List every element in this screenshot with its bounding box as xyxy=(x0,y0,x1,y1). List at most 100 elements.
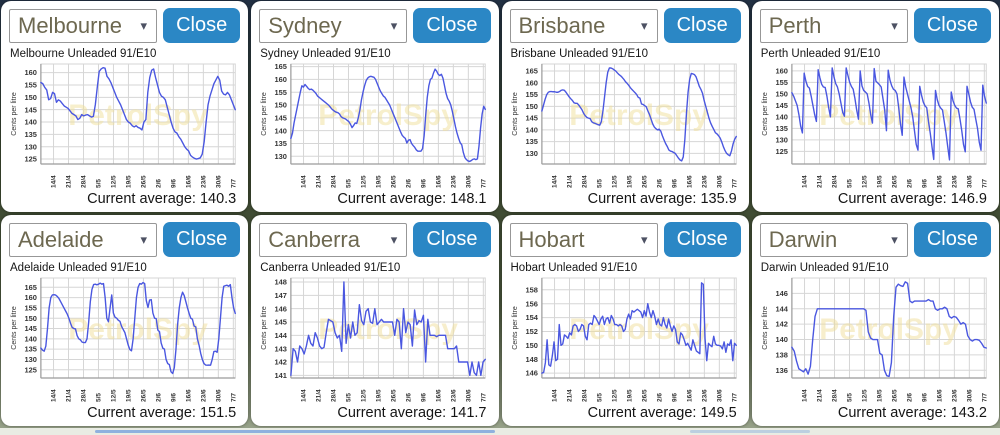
svg-text:138: 138 xyxy=(775,351,787,360)
svg-text:26/5: 26/5 xyxy=(141,175,148,188)
svg-text:156: 156 xyxy=(525,299,537,308)
svg-text:16/6: 16/6 xyxy=(436,389,443,402)
city-dropdown-value: Melbourne xyxy=(18,12,122,38)
close-button[interactable]: Close xyxy=(163,222,241,257)
svg-text:140: 140 xyxy=(775,112,787,121)
svg-text:9/6: 9/6 xyxy=(171,393,178,402)
svg-text:165: 165 xyxy=(275,62,287,71)
svg-text:21/4: 21/4 xyxy=(816,389,823,402)
svg-text:Cents per litre: Cents per litre xyxy=(762,92,769,136)
svg-text:Cents per litre: Cents per litre xyxy=(511,92,518,136)
svg-text:7/7: 7/7 xyxy=(981,393,988,402)
svg-text:2/6: 2/6 xyxy=(406,393,413,402)
svg-text:7/7: 7/7 xyxy=(731,393,738,402)
svg-text:9/6: 9/6 xyxy=(671,179,678,188)
svg-text:5/5: 5/5 xyxy=(346,179,353,188)
svg-text:130: 130 xyxy=(775,135,787,144)
svg-text:150: 150 xyxy=(24,314,36,323)
svg-text:5/5: 5/5 xyxy=(846,393,853,402)
svg-text:30/6: 30/6 xyxy=(216,175,223,188)
city-dropdown[interactable]: Melbourne ▾ xyxy=(9,8,157,43)
svg-text:23/6: 23/6 xyxy=(951,175,958,188)
svg-text:155: 155 xyxy=(525,90,537,99)
svg-text:Cents per litre: Cents per litre xyxy=(261,306,268,350)
svg-text:150: 150 xyxy=(775,89,787,98)
map-background-strip xyxy=(0,428,1000,435)
city-dropdown[interactable]: Brisbane ▾ xyxy=(509,8,658,43)
price-chart: 130 135 140 145 150 155 160 165 14/4 21/4 28/4 5/5 1… xyxy=(261,62,488,188)
svg-text:28/4: 28/4 xyxy=(331,389,338,402)
chart-title: Hobart Unleaded 91/E10 xyxy=(510,262,638,274)
panel-header: Adelaide ▾ Close xyxy=(9,222,241,257)
svg-text:2/6: 2/6 xyxy=(656,179,663,188)
close-button[interactable]: Close xyxy=(913,222,991,257)
svg-text:21/4: 21/4 xyxy=(566,389,573,402)
close-button[interactable]: Close xyxy=(663,8,741,43)
price-chart: 125 130 135 140 145 150 155 160 14/4 21/4 28/4 5/5 1… xyxy=(762,63,988,188)
city-panel-brisbane: Brisbane ▾ Close Brisbane Unleaded 91/E1… xyxy=(501,1,749,212)
svg-text:14/4: 14/4 xyxy=(801,175,808,188)
chart-title: Perth Unleaded 91/E10 xyxy=(760,48,881,60)
svg-text:21/4: 21/4 xyxy=(316,175,323,188)
chevron-down-icon: ▾ xyxy=(891,232,898,247)
svg-text:2/6: 2/6 xyxy=(906,393,913,402)
svg-text:19/5: 19/5 xyxy=(126,389,133,402)
svg-text:7/7: 7/7 xyxy=(481,393,488,402)
svg-text:30/6: 30/6 xyxy=(716,175,723,188)
svg-text:150: 150 xyxy=(24,93,36,102)
svg-text:26/5: 26/5 xyxy=(141,389,148,402)
city-dropdown[interactable]: Perth ▾ xyxy=(759,8,908,43)
svg-text:23/6: 23/6 xyxy=(951,389,958,402)
svg-text:141: 141 xyxy=(275,371,287,380)
close-button[interactable]: Close xyxy=(413,222,491,257)
city-dropdown[interactable]: Hobart ▾ xyxy=(509,222,658,257)
price-chart: 146 148 150 152 154 156 158 14/4 21/4 28/4 5/5 12/5… xyxy=(511,277,738,402)
price-chart: 125 130 135 140 145 150 155 160 14/4 21/4 28/4 5/5 1… xyxy=(11,63,238,188)
svg-text:PetrolSpy: PetrolSpy xyxy=(569,313,709,346)
panel-header: Melbourne ▾ Close xyxy=(9,8,241,43)
city-dropdown-value: Darwin xyxy=(768,226,838,252)
svg-text:19/5: 19/5 xyxy=(626,389,633,402)
svg-text:26/5: 26/5 xyxy=(891,389,898,402)
svg-text:12/5: 12/5 xyxy=(361,389,368,402)
current-average: Current average: 143.2 xyxy=(837,405,987,421)
svg-text:5/5: 5/5 xyxy=(96,179,103,188)
close-button[interactable]: Close xyxy=(413,8,491,43)
svg-text:16/6: 16/6 xyxy=(186,389,193,402)
close-button[interactable]: Close xyxy=(663,222,741,257)
current-average-value: 149.5 xyxy=(700,405,737,421)
close-button[interactable]: Close xyxy=(913,8,991,43)
chevron-down-icon: ▾ xyxy=(390,232,398,247)
svg-text:19/5: 19/5 xyxy=(126,175,133,188)
current-average-value: 146.9 xyxy=(950,191,987,207)
map-road xyxy=(95,430,495,433)
current-average: Current average: 140.3 xyxy=(87,191,237,207)
city-dropdown[interactable]: Darwin ▾ xyxy=(759,222,908,257)
city-dropdown-value: Hobart xyxy=(518,226,585,252)
svg-text:Cents per litre: Cents per litre xyxy=(261,92,268,136)
svg-text:28/4: 28/4 xyxy=(81,175,88,188)
svg-text:30/6: 30/6 xyxy=(966,389,973,402)
svg-text:146: 146 xyxy=(775,289,787,298)
city-dropdown-value: Adelaide xyxy=(18,226,104,252)
svg-text:140: 140 xyxy=(24,334,36,343)
svg-text:2/6: 2/6 xyxy=(156,393,163,402)
svg-text:30/6: 30/6 xyxy=(216,389,223,402)
chevron-down-icon: ▾ xyxy=(640,232,648,247)
city-dropdown-value: Brisbane xyxy=(518,12,606,38)
svg-text:147: 147 xyxy=(275,291,287,300)
city-dropdown[interactable]: Adelaide ▾ xyxy=(9,222,157,257)
svg-text:155: 155 xyxy=(775,78,787,87)
close-button[interactable]: Close xyxy=(163,8,241,43)
svg-text:12/5: 12/5 xyxy=(611,389,618,402)
svg-text:21/4: 21/4 xyxy=(316,389,323,402)
svg-text:155: 155 xyxy=(24,303,36,312)
svg-text:2/6: 2/6 xyxy=(656,393,663,402)
svg-text:2/6: 2/6 xyxy=(406,179,413,188)
svg-text:150: 150 xyxy=(525,341,537,350)
svg-text:14/4: 14/4 xyxy=(51,389,58,402)
svg-text:145: 145 xyxy=(525,114,537,123)
svg-text:142: 142 xyxy=(775,320,787,329)
city-dropdown[interactable]: Sydney ▾ xyxy=(259,8,408,43)
city-dropdown[interactable]: Canberra ▾ xyxy=(259,222,408,257)
